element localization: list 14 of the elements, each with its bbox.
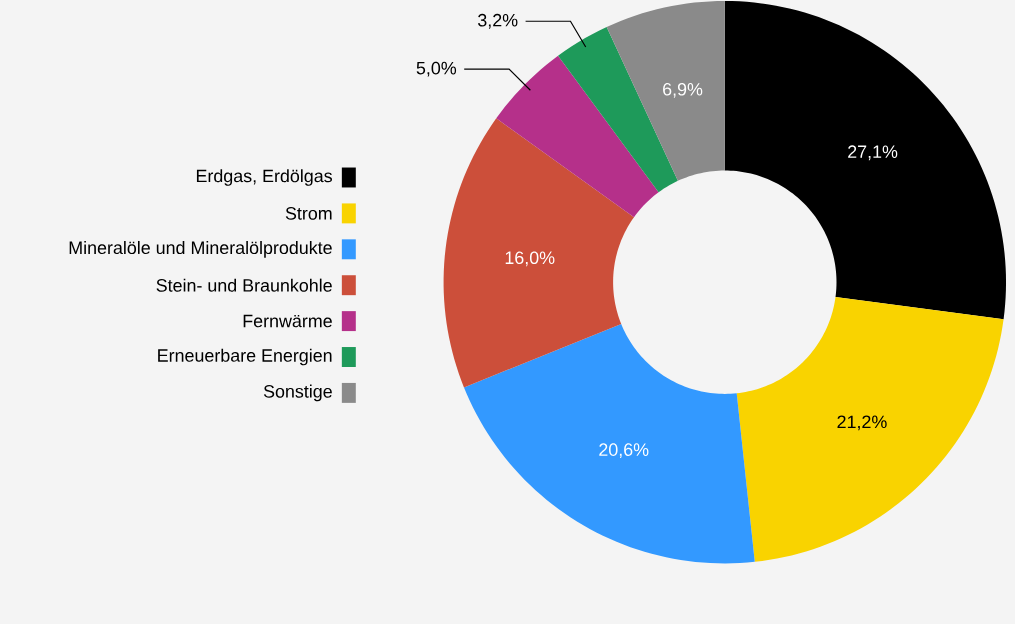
legend-label: Stein- und Braunkohle <box>156 278 332 292</box>
data-label: 21,2% <box>837 415 887 431</box>
legend-label: Strom <box>285 206 332 220</box>
legend-label: Sonstige <box>263 384 332 402</box>
data-label: 20,6% <box>599 443 649 458</box>
data-label: 16,0% <box>505 251 555 267</box>
legend-label: Erneuerbare Energien <box>158 348 332 366</box>
legend-label: Fernwärme <box>243 314 332 328</box>
data-label: 5,0% <box>416 61 457 77</box>
data-label: 6,9% <box>663 82 703 98</box>
legend-label: Erdgas, Erdölgas <box>196 169 332 186</box>
data-label: 27,1% <box>848 145 898 160</box>
data-label: 3,2% <box>478 13 518 29</box>
legend-label: Mineralöle und Mineralölprodukte <box>69 240 332 258</box>
